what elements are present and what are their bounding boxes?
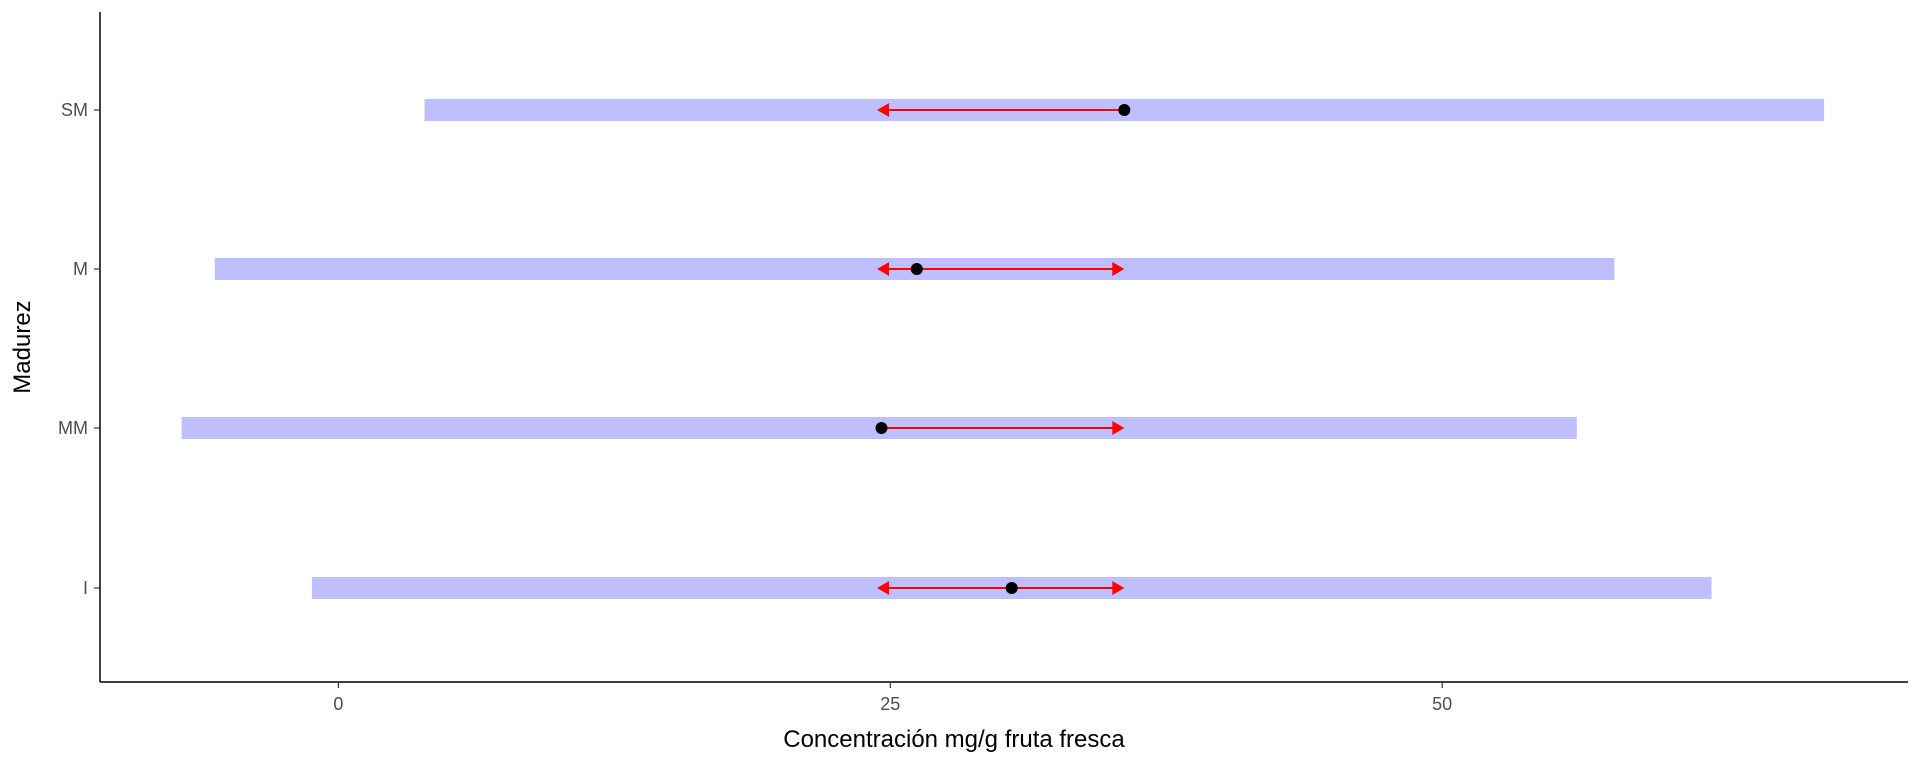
arrow-head-start-i [877,581,890,595]
arrows [877,103,1125,595]
x-axis-ticks: 0 25 50 [333,682,1452,714]
axes [99,12,1908,683]
arrow-head-end-i [1112,581,1125,595]
arrow-head-end-sm [877,103,890,117]
y-tick-label-i: I [83,578,88,598]
point-sm [1118,104,1131,116]
point-i [1005,582,1018,594]
x-tick-label-25: 25 [880,694,900,714]
y-tick-label-m: M [73,259,88,279]
x-tick-label-50: 50 [1432,694,1452,714]
points [875,104,1131,594]
y-axis-title: Madurez [9,300,36,393]
y-tick-label-sm: SM [61,100,88,120]
point-m [910,263,923,275]
point-mm [875,422,888,434]
x-axis-title: Concentración mg/g fruta fresca [783,726,1125,753]
y-tick-label-mm: MM [58,418,88,438]
x-tick-label-0: 0 [333,694,343,714]
arrow-head-start-m [877,262,890,276]
arrow-head-end-mm [1112,421,1125,435]
arrow-head-end-m [1112,262,1125,276]
